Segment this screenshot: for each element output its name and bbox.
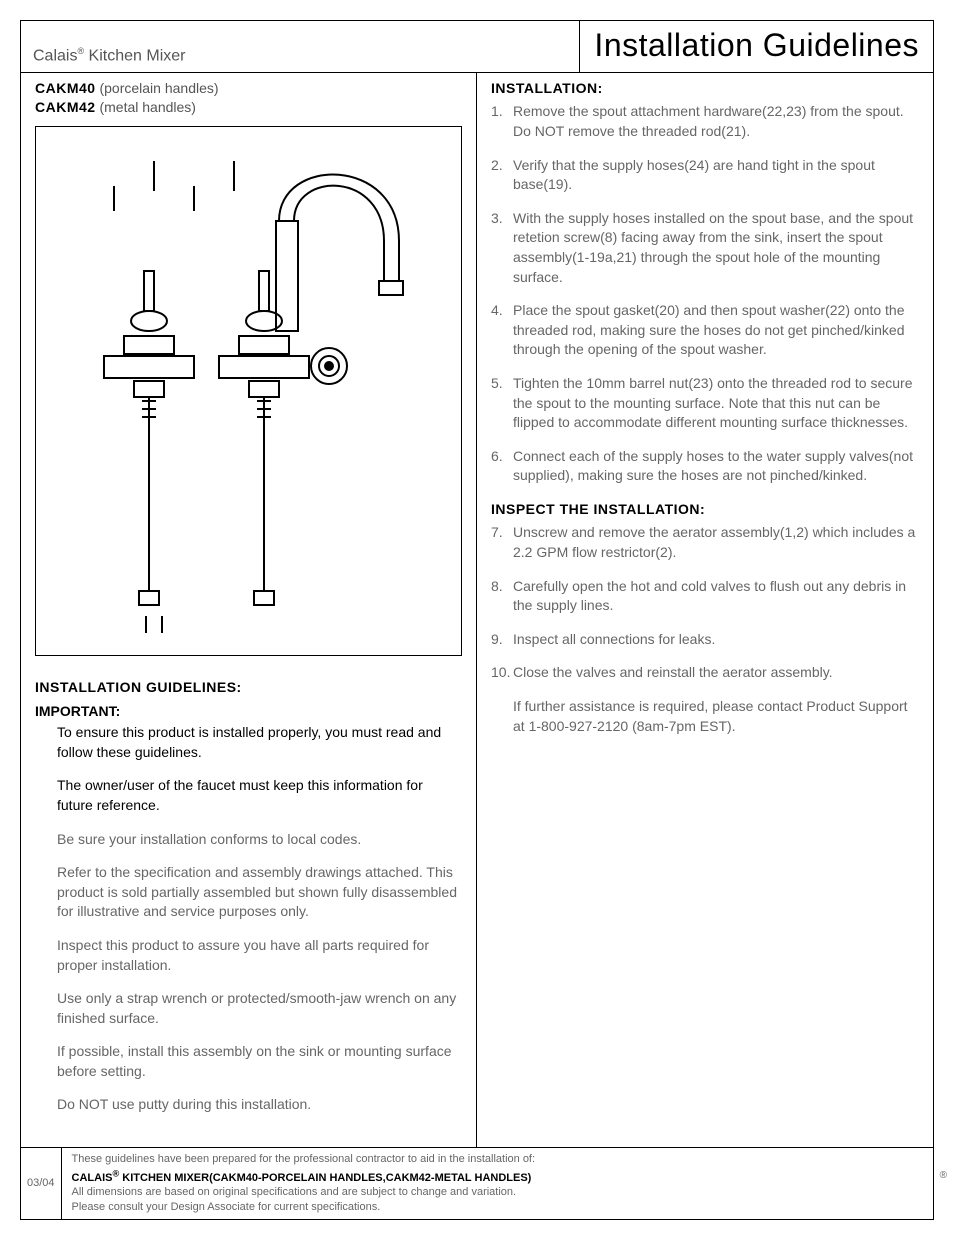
footer-product-line: CALAIS® KITCHEN MIXER(CAKM40-PORCELAIN H… [72, 1172, 532, 1184]
support-contact: If further assistance is required, pleas… [491, 697, 919, 736]
page-title: Installation Guidelines [579, 21, 933, 72]
step-item: Remove the spout attachment hardware(22,… [513, 102, 919, 141]
step-item: Verify that the supply hoses(24) are han… [513, 156, 919, 195]
footer-brand: CALAIS [72, 1172, 113, 1184]
important-body: To ensure this product is installed prop… [35, 723, 462, 762]
model-row: CAKM40 (porcelain handles) [35, 79, 462, 99]
installation-heading: INSTALLATION: [491, 79, 919, 99]
footer-models: KITCHEN MIXER(CAKM40-PORCELAIN HANDLES,C… [119, 1172, 531, 1184]
model-list: CAKM40 (porcelain handles) CAKM42 (metal… [35, 79, 462, 118]
guideline-para: Be sure your installation conforms to lo… [35, 830, 462, 850]
step-item: Tighten the 10mm barrel nut(23) onto the… [513, 374, 919, 433]
guideline-para: Refer to the specification and assembly … [35, 863, 462, 922]
inspect-heading: INSPECT THE INSTALLATION: [491, 500, 919, 520]
model-desc: (metal handles) [96, 99, 196, 115]
content-columns: CAKM40 (porcelain handles) CAKM42 (metal… [21, 73, 933, 1147]
important-body: The owner/user of the faucet must keep t… [35, 776, 462, 815]
footer-consult-note: Please consult your Design Associate for… [72, 1201, 381, 1213]
faucet-diagram [35, 126, 462, 656]
step-item: Connect each of the supply hoses to the … [513, 447, 919, 486]
step-item: Close the valves and reinstall the aerat… [513, 663, 919, 683]
guideline-para: If possible, install this assembly on th… [35, 1042, 462, 1081]
footer-dimensions-note: All dimensions are based on original spe… [72, 1186, 517, 1198]
step-item: Carefully open the hot and cold valves t… [513, 577, 919, 616]
brand-name: Calais [33, 47, 77, 64]
guideline-para: Inspect this product to assure you have … [35, 936, 462, 975]
model-row: CAKM42 (metal handles) [35, 98, 462, 118]
product-name: Kitchen Mixer [84, 47, 185, 64]
left-heading: INSTALLATION GUIDELINES: [35, 678, 462, 698]
footer-text: These guidelines have been prepared for … [62, 1148, 933, 1219]
model-code: CAKM40 [35, 80, 96, 96]
footer-row: 03/04 These guidelines have been prepare… [21, 1147, 933, 1219]
registered-mark-corner: ® [940, 1169, 947, 1183]
footer-intro: These guidelines have been prepared for … [72, 1153, 536, 1165]
right-column: INSTALLATION: Remove the spout attachmen… [477, 73, 933, 1147]
important-heading: IMPORTANT: [35, 702, 462, 722]
step-item: Place the spout gasket(20) and then spou… [513, 301, 919, 360]
installation-steps: Remove the spout attachment hardware(22,… [491, 102, 919, 486]
step-item: With the supply hoses installed on the s… [513, 209, 919, 287]
left-column: CAKM40 (porcelain handles) CAKM42 (metal… [21, 73, 477, 1147]
guideline-para: Use only a strap wrench or protected/smo… [35, 989, 462, 1028]
faucet-line-drawing [84, 141, 414, 641]
footer-date: 03/04 [21, 1148, 62, 1219]
document-page: Calais® Kitchen Mixer Installation Guide… [20, 20, 934, 1220]
step-item: Inspect all connections for leaks. [513, 630, 919, 650]
guideline-para: Do NOT use putty during this installatio… [35, 1095, 462, 1115]
header-row: Calais® Kitchen Mixer Installation Guide… [21, 21, 933, 73]
model-code: CAKM42 [35, 99, 96, 115]
model-desc: (porcelain handles) [96, 80, 219, 96]
step-item: Unscrew and remove the aerator assembly(… [513, 523, 919, 562]
header-product: Calais® Kitchen Mixer [21, 21, 579, 72]
inspection-steps: Unscrew and remove the aerator assembly(… [491, 523, 919, 683]
